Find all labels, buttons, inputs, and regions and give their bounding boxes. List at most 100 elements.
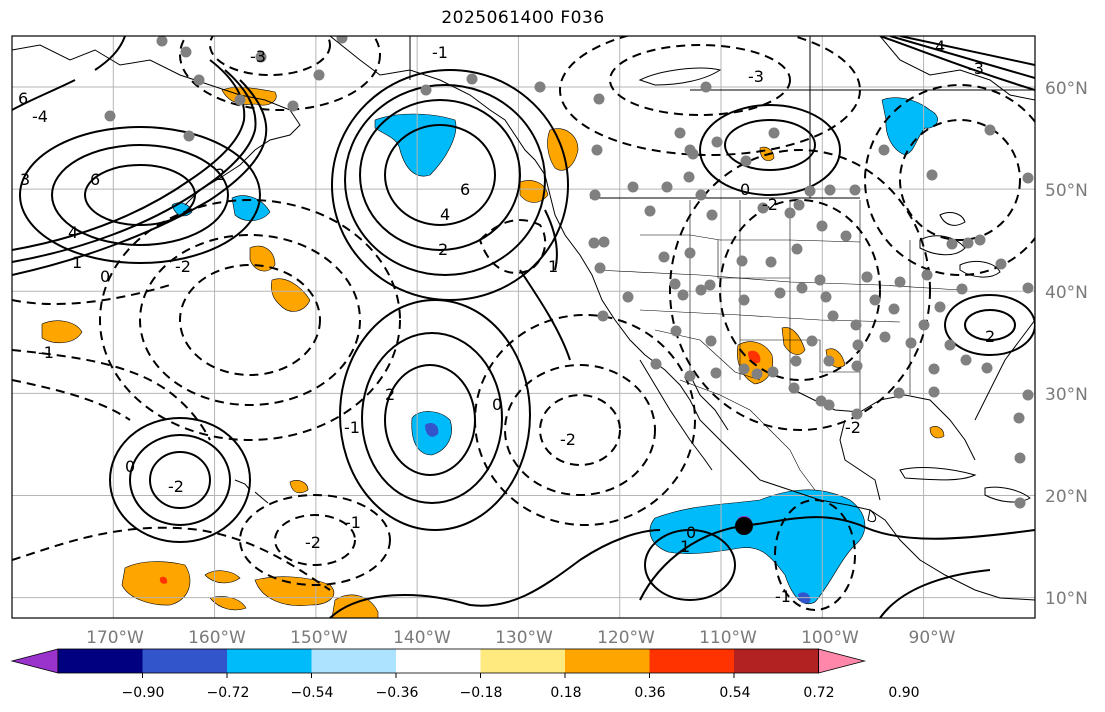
station-marker (946, 238, 958, 250)
contour-label: 2 (985, 327, 995, 346)
station-marker (869, 294, 881, 306)
station-marker (589, 189, 601, 201)
station-marker (823, 399, 835, 411)
shade-orange-pac-3 (41, 320, 83, 344)
shade-orange-hawaii (121, 561, 191, 606)
station-marker (597, 310, 609, 322)
shade-blue-core-1 (425, 423, 439, 437)
station-marker (879, 331, 891, 343)
station-marker (193, 74, 205, 86)
colorbar-segment (565, 649, 650, 673)
contour-label: -1 (775, 587, 791, 606)
shade-cyan-small-1 (231, 195, 271, 221)
shade-orange-nm (781, 327, 806, 355)
lon-label: 170°W (86, 628, 144, 648)
station-marker (962, 237, 974, 249)
contour-low-bc (478, 219, 547, 274)
contour-zero-mexico (639, 516, 1035, 601)
contour-label: 1 (72, 253, 82, 272)
station-marker (774, 287, 786, 299)
anomaly-shading (41, 87, 945, 618)
station-marker (851, 408, 863, 420)
station-marker (784, 207, 796, 219)
station-marker (765, 256, 777, 268)
station-marker (684, 370, 696, 382)
contour-low-east-1 (899, 119, 1021, 241)
station-marker (1013, 412, 1025, 424)
shade-orange-small-3 (209, 596, 247, 611)
station-marker (751, 368, 763, 380)
station-marker (790, 355, 802, 367)
contour-ne-1 (879, 36, 1035, 91)
lon-label: 140°W (393, 628, 451, 648)
contour-label: 4 (440, 205, 450, 224)
station-marker (593, 93, 605, 105)
contour-label: 0 (125, 457, 135, 476)
contour-label: 6 (90, 170, 100, 189)
station-marker (704, 279, 716, 291)
contour-high-west-2 (51, 144, 229, 246)
contour-nw-1 (12, 36, 126, 111)
contour-label: 1 (680, 537, 690, 556)
colorbar-tick-label: −0.18 (460, 685, 503, 701)
contour-low-canada-1 (609, 44, 791, 116)
station-marker (594, 262, 606, 274)
station-marker (183, 130, 195, 142)
colorbar-segment (227, 649, 312, 673)
station-marker (934, 301, 946, 313)
lat-label: 30°N (1045, 385, 1088, 405)
lat-label: 40°N (1045, 283, 1088, 303)
station-marker (313, 69, 325, 81)
contour-lines (12, 36, 1035, 618)
contour-ridge (519, 209, 571, 361)
shade-orange-wa (519, 180, 549, 203)
shade-cyan-west-pacific (374, 113, 457, 177)
station-marker (981, 362, 993, 374)
colorbar-tick-label: 0.72 (803, 685, 834, 701)
station-marker (888, 303, 900, 315)
contour-low-nwest-2 (12, 379, 131, 421)
station-marker (710, 367, 722, 379)
shade-red-core-2 (159, 576, 168, 584)
colorbar-tick-label: 0.18 (550, 685, 581, 701)
lat-label: 10°N (1045, 589, 1088, 609)
contour-low-pac-1 (179, 264, 321, 376)
station-marker (788, 382, 800, 394)
contour-jet-3 (12, 59, 246, 251)
lon-label: 130°W (495, 628, 553, 648)
station-marker (336, 36, 348, 44)
station-marker (926, 169, 938, 181)
colorbar-tick-label: 0.54 (719, 685, 750, 701)
contour-label: -1 (345, 513, 361, 532)
station-marker (757, 202, 769, 214)
contour-label: 6 (460, 180, 470, 199)
station-marker (984, 124, 996, 136)
colorbar-tick-label: 0.90 (888, 685, 919, 701)
map-frame (11, 35, 1036, 619)
contour-ne-2 (889, 36, 1035, 79)
lon-label: 90°W (909, 628, 956, 648)
contour-label: 2 (215, 165, 225, 184)
station-marker (820, 291, 832, 303)
lon-label: 100°W (801, 628, 859, 648)
station-marker (534, 81, 546, 93)
station-marker (677, 289, 689, 301)
contour-label: 2 (438, 240, 448, 259)
contour-label: 3 (20, 170, 30, 189)
station-marker (806, 335, 818, 347)
station-marker (796, 282, 808, 294)
contour-high-canada-1 (724, 119, 816, 171)
station-marker (684, 247, 696, 259)
contour-label: -2 (305, 533, 321, 552)
station-marker (622, 291, 634, 303)
colorbar-tick-label: −0.90 (122, 685, 165, 701)
station-marker (287, 100, 299, 112)
contour-high-mexico (644, 529, 736, 601)
contour-low-cal-1 (539, 394, 621, 466)
station-marker (658, 251, 670, 263)
contour-zero-east (879, 569, 991, 618)
colorbar-segment (396, 649, 481, 673)
station-marker (738, 363, 750, 375)
contour-label: 1 (548, 257, 558, 276)
